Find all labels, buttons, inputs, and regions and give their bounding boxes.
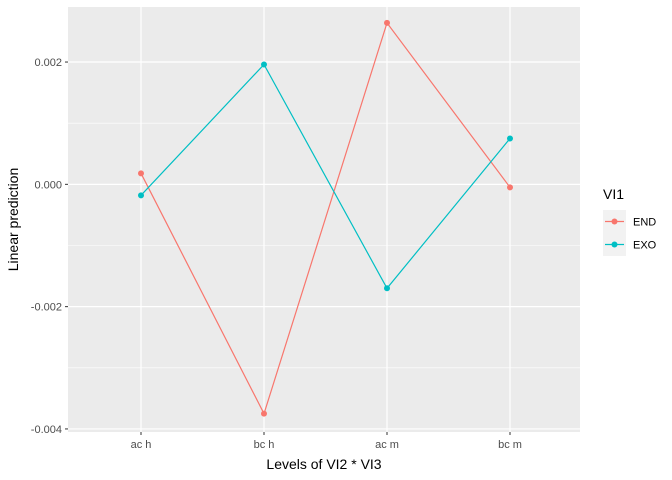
- data-point-end: [384, 19, 390, 26]
- x-axis-title: Levels of VI2 * VI3: [266, 456, 381, 472]
- x-tick-label: ac h: [131, 439, 152, 451]
- x-axis: ac h bc h ac m bc m: [131, 432, 522, 451]
- data-point-end: [507, 184, 513, 191]
- data-point-end: [261, 410, 267, 417]
- grid-major: [68, 7, 580, 432]
- legend-key-point-exo: [611, 241, 618, 248]
- data-point-exo: [384, 285, 390, 292]
- x-tick-label: bc h: [254, 439, 275, 451]
- legend-key-point-end: [611, 218, 618, 225]
- series-line-exo: [140, 63, 511, 290]
- y-tick-label: -0.002: [31, 302, 62, 314]
- data-point-exo: [507, 135, 513, 142]
- y-axis-title: Linear prediction: [5, 168, 21, 272]
- data-point-exo: [261, 61, 267, 68]
- panel-background: [68, 7, 580, 432]
- x-tick-label: ac m: [375, 439, 399, 451]
- y-axis: -0.004 -0.002 0.000 0.002: [31, 57, 68, 436]
- data-point-exo: [138, 192, 144, 199]
- y-tick-label: 0.000: [34, 179, 62, 191]
- x-tick-label: bc m: [498, 439, 522, 451]
- y-tick-label: -0.004: [31, 424, 62, 436]
- legend-label-exo: EXO: [633, 240, 657, 252]
- legend-label-end: END: [633, 217, 656, 229]
- legend-title: VI1: [603, 186, 624, 202]
- data-point-end: [138, 170, 144, 177]
- y-tick-label: 0.002: [34, 57, 62, 69]
- series-line-end: [140, 21, 511, 416]
- legend: VI1 END EXO: [603, 186, 657, 256]
- grid-minor: [68, 122, 580, 369]
- series-layer: [138, 19, 513, 417]
